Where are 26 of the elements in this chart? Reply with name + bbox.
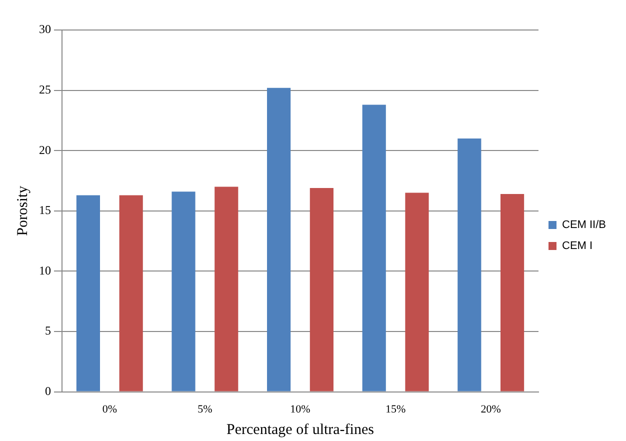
x-tick-label: 0% [102,403,117,416]
bar [76,195,100,392]
y-axis-title: Porosity [14,185,31,236]
legend-label: CEM I [562,240,593,252]
bar [172,192,196,392]
y-tick-label: 30 [39,22,51,36]
y-tick-label: 25 [39,82,51,96]
bar [267,88,291,392]
x-axis-title: Percentage of ultra-fines [226,422,374,438]
bar [119,195,143,392]
x-tick-label: 15% [385,403,406,416]
x-tick-label: 20% [480,403,501,416]
bar [405,192,429,392]
y-tick-label: 5 [45,324,51,338]
x-tick-label: 5% [198,403,212,416]
y-tick-label: 10 [39,263,51,278]
y-tick-label: 15 [39,203,51,218]
bar [310,188,334,392]
y-tick-label: 0 [45,384,51,398]
y-tick-label: 20 [39,142,51,157]
bar [214,186,238,392]
x-tick-label: 10% [290,403,310,416]
bar [362,104,386,392]
bar [500,194,524,392]
legend-label: CEM II/B [562,219,606,232]
bar [458,138,482,392]
